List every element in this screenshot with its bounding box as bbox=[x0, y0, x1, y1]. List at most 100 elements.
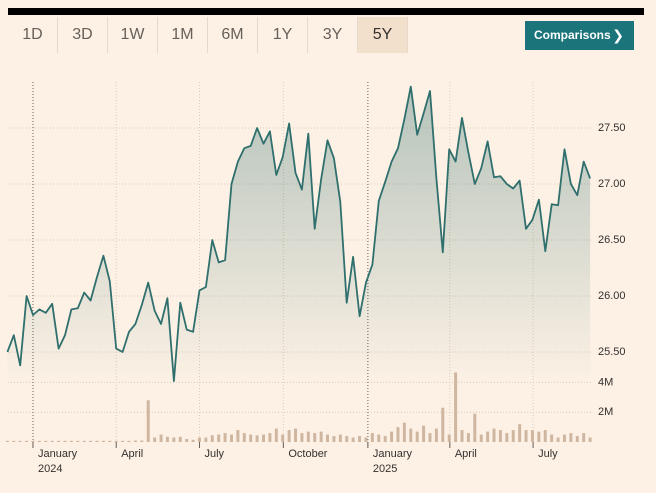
volume-bar bbox=[550, 434, 554, 442]
volume-bar bbox=[89, 440, 93, 442]
button-label[interactable]: Comparisons bbox=[534, 28, 611, 42]
volume-bar bbox=[223, 433, 227, 442]
volume-bar bbox=[236, 430, 240, 442]
range-tabs: 1D 3D 1W 1M 6M 1Y 3Y 5Y bbox=[8, 17, 408, 53]
volume-bar bbox=[582, 433, 586, 442]
x-year-label: 2025 bbox=[373, 463, 397, 475]
comparisons-button[interactable]: Comparisons ❯ bbox=[525, 21, 634, 50]
range-tab[interactable]: 6M bbox=[208, 17, 258, 53]
volume-bar bbox=[498, 430, 502, 442]
volume-bar bbox=[434, 428, 438, 442]
volume-bar bbox=[178, 436, 182, 442]
volume-bar bbox=[217, 434, 221, 442]
volume-bar bbox=[37, 440, 41, 442]
volume-bar bbox=[229, 434, 233, 442]
range-tab[interactable]: 1W bbox=[108, 17, 158, 53]
volume-bar bbox=[249, 434, 253, 442]
volume-bar bbox=[306, 431, 310, 442]
volume-bar bbox=[12, 440, 16, 442]
volume-bar bbox=[140, 440, 144, 442]
volume-bar bbox=[518, 424, 522, 442]
x-tick-label: October bbox=[288, 448, 327, 460]
volume-bar bbox=[370, 433, 374, 442]
volume-bar bbox=[63, 440, 67, 442]
volume-bar bbox=[44, 440, 48, 442]
volume-bar bbox=[133, 440, 137, 442]
volume-bar bbox=[390, 431, 394, 442]
volume-bar bbox=[108, 440, 112, 442]
volume-bar bbox=[428, 433, 432, 442]
volume-bar bbox=[422, 425, 426, 442]
y2-tick-label: 4M bbox=[598, 376, 613, 388]
volume-bar bbox=[511, 430, 515, 442]
volume-bar bbox=[473, 413, 477, 442]
top-rule bbox=[8, 8, 644, 15]
volume-bar bbox=[409, 428, 413, 442]
y2-tick-label: 2M bbox=[598, 406, 613, 418]
y-tick-label: 26.00 bbox=[598, 290, 626, 302]
x-tick-label: January bbox=[373, 448, 413, 460]
volume-bar bbox=[210, 435, 214, 442]
volume-bar bbox=[18, 440, 22, 442]
volume-bar bbox=[127, 440, 131, 442]
volume-bar bbox=[479, 434, 483, 442]
volume-bar bbox=[486, 431, 490, 442]
y-tick-label: 27.50 bbox=[598, 122, 626, 134]
volume-bar bbox=[242, 433, 246, 442]
range-tab[interactable]: 1D bbox=[8, 17, 58, 53]
volume-bar bbox=[153, 437, 157, 442]
volume-bar bbox=[505, 433, 509, 442]
volume-bar bbox=[191, 439, 195, 442]
volume-bar bbox=[101, 440, 105, 442]
volume-bar bbox=[57, 440, 61, 442]
volume-bar bbox=[82, 440, 86, 442]
y-tick-label: 27.00 bbox=[598, 178, 626, 190]
volume-bar bbox=[575, 436, 579, 442]
volume-bar bbox=[415, 431, 419, 442]
volume-bar bbox=[114, 440, 118, 442]
range-tab[interactable]: 1M bbox=[158, 17, 208, 53]
volume-bar bbox=[326, 434, 330, 442]
volume-bar bbox=[454, 372, 458, 442]
volume-bar bbox=[287, 430, 291, 442]
volume-bar bbox=[165, 436, 169, 442]
volume-bar bbox=[313, 433, 317, 442]
volume-bar bbox=[121, 440, 125, 442]
volume-bar bbox=[300, 433, 304, 442]
range-tab[interactable]: 5Y bbox=[358, 17, 408, 53]
volume-bar bbox=[197, 437, 201, 442]
price-line bbox=[6, 85, 591, 382]
range-tab[interactable]: 3D bbox=[58, 17, 108, 53]
range-tab[interactable]: 1Y bbox=[258, 17, 308, 53]
volume-bar bbox=[50, 440, 54, 442]
volume-bar bbox=[364, 437, 368, 442]
volume-bar bbox=[159, 434, 163, 442]
volume-bar bbox=[396, 427, 400, 442]
volume-bar bbox=[338, 434, 342, 442]
volume-bar bbox=[185, 439, 189, 442]
volume-bar bbox=[76, 440, 80, 442]
volume-bar bbox=[383, 436, 387, 442]
volume-bar bbox=[319, 431, 323, 442]
volume-bar bbox=[556, 437, 560, 442]
volume-bar bbox=[377, 434, 381, 442]
volume-bar bbox=[31, 440, 35, 442]
range-tab[interactable]: 3Y bbox=[308, 17, 358, 53]
x-tick-label: April bbox=[121, 448, 143, 460]
volume-bar bbox=[543, 430, 547, 442]
x-tick-label: July bbox=[538, 448, 558, 460]
volume-bar bbox=[172, 437, 176, 442]
volume-bar bbox=[146, 400, 150, 442]
volume-bar bbox=[332, 436, 336, 442]
volume-bar bbox=[588, 437, 592, 442]
volume-bar bbox=[537, 431, 541, 442]
volume-bar bbox=[492, 428, 496, 442]
volume-bar bbox=[358, 436, 362, 442]
volume-bar bbox=[345, 436, 349, 442]
volume-bar bbox=[274, 428, 278, 442]
volume-bar bbox=[281, 434, 285, 442]
volume-bar bbox=[294, 428, 298, 442]
price-area bbox=[7, 86, 591, 386]
volume-bar bbox=[524, 430, 528, 442]
